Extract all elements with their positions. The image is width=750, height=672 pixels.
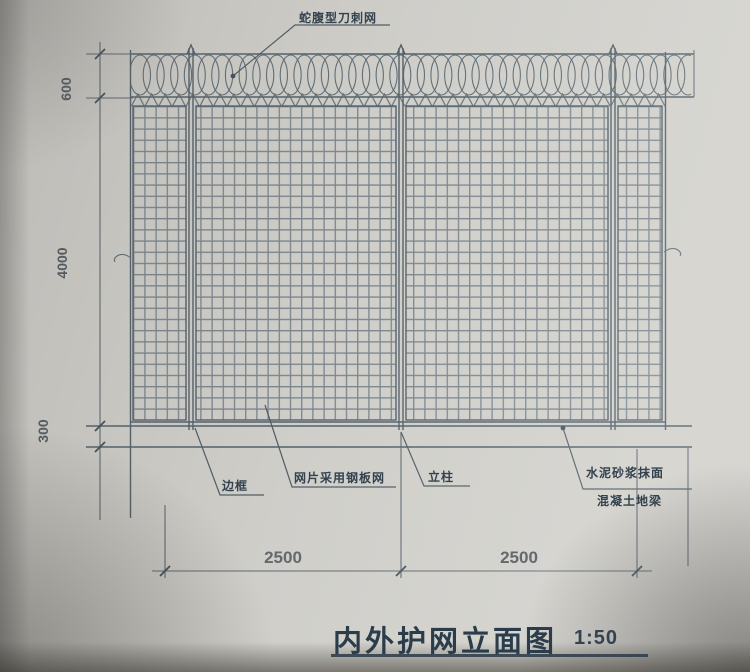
left-dimension-chain — [86, 42, 133, 520]
frame-callout-label: 边框 — [222, 479, 249, 493]
mesh-panel — [195, 105, 397, 421]
mesh-panel — [617, 105, 663, 421]
razor-wire-callout-label: 蛇腹型刀刺网 — [299, 11, 378, 25]
mesh-panels — [132, 105, 663, 421]
title-underline — [331, 654, 648, 657]
dim-label-2500-right: 2500 — [500, 548, 538, 567]
tension-hook-left — [113, 253, 132, 263]
dim-label-4000: 4000 — [54, 247, 70, 279]
mesh-callout-label: 网片采用钢板网 — [294, 471, 386, 485]
razor-wire-coil — [130, 50, 695, 107]
mesh-panel — [132, 105, 187, 421]
ground-beam — [86, 421, 692, 448]
dim-label-300: 300 — [35, 419, 51, 443]
leader-arrow — [230, 73, 236, 79]
finish-callout-label: 水泥砂浆抹面 — [586, 466, 665, 480]
tension-hook-right — [663, 247, 682, 257]
post-cap — [608, 43, 618, 55]
post-cap — [396, 43, 406, 55]
post-cap — [186, 43, 196, 55]
post-callout-label: 立柱 — [428, 470, 455, 484]
beam-callout-label: 混凝土地梁 — [597, 494, 663, 508]
dim-label-2500-left: 2500 — [264, 548, 302, 567]
mesh-panel — [405, 105, 609, 421]
razor-wire-zigzag — [131, 93, 665, 107]
drawing-scale: 1:50 — [574, 627, 619, 649]
dim-label-600: 600 — [58, 77, 74, 101]
